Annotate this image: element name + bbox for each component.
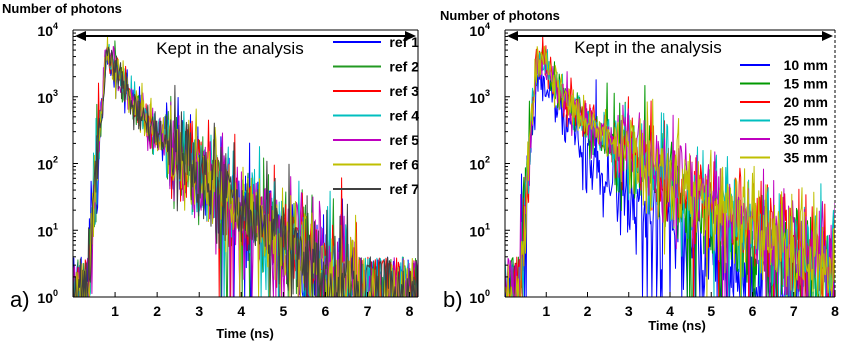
panel-a-xtick-label-0: 1 [111, 303, 119, 319]
panel-a-legend-label-6: ref 6 [389, 157, 419, 173]
panel-a-series-4 [73, 43, 418, 297]
panel-a-range-arrow-left-head [75, 31, 86, 41]
panel-b-xtick-label-4: 5 [707, 303, 715, 319]
panel-b-range-arrow-right-head [822, 31, 833, 41]
panel-a-ylabel: Number of photons [2, 1, 122, 16]
panel-a-legend-label-5: ref 5 [389, 132, 419, 148]
panel-b-annotation: Kept in the analysis [574, 38, 721, 57]
panel-a-xtick-label-2: 3 [195, 303, 203, 319]
panel-a-legend-label-4: ref 4 [389, 108, 419, 124]
panel-b-ytick-label-2: 102 [469, 155, 490, 173]
panel-b-label: b) [443, 287, 463, 312]
panel-b-legend-label-1: 10 mm [784, 57, 828, 73]
panel-a-legend-label-7: ref 7 [389, 181, 419, 197]
panel-b-xtick-label-7: 8 [831, 303, 839, 319]
panel-a-legend-label-1: ref 1 [389, 34, 419, 50]
panel-a-ytick-label-3: 103 [37, 88, 58, 106]
panel-b-legend-label-5: 30 mm [784, 131, 828, 147]
panel-a-annotation: Kept in the analysis [156, 39, 303, 58]
panel-b-xtick-label-3: 4 [666, 303, 674, 319]
panel-a-xtick-label-4: 5 [279, 303, 287, 319]
panel-b-xtick-label-1: 2 [584, 303, 592, 319]
panel-a-xtick-label-1: 2 [153, 303, 161, 319]
panel-a-xtick-label-6: 7 [364, 303, 372, 319]
axes-overlay: 100 101 102 103 104 1 2 3 4 5 6 7 8 ref 1 ref 2 ref 3 re… [37, 21, 839, 319]
panel-a-range-arrow-right-head [405, 31, 416, 41]
panel-b-ylabel: Number of photons [440, 8, 560, 23]
panel-b-ytick-label-0: 100 [469, 288, 490, 306]
panel-b-ytick-label-4: 104 [469, 21, 490, 39]
panel-a-ytick-label-2: 102 [37, 155, 58, 173]
panel-a-legend-label-2: ref 2 [389, 59, 419, 75]
panel-b-xlabel: Time (ns) [648, 318, 706, 333]
panel-a-legend-label-3: ref 3 [389, 83, 419, 99]
panel-a-ytick-label-4: 104 [37, 21, 58, 39]
panel-a-xtick-label-3: 4 [237, 303, 245, 319]
panel-b-legend-label-2: 15 mm [784, 76, 828, 92]
panel-a-series-7 [73, 46, 418, 297]
panel-b-ytick-label-1: 101 [469, 221, 490, 239]
panel-a-plot-area [73, 36, 418, 297]
panel-b-xtick-label-5: 6 [749, 303, 757, 319]
panel-a-ytick-label-1: 101 [37, 221, 58, 239]
panel-b-legend-label-4: 25 mm [784, 113, 828, 129]
panel-b-range-arrow-left-head [507, 31, 518, 41]
panel-b-legend-label-6: 35 mm [784, 150, 828, 166]
panel-a-xlabel: Time (ns) [216, 326, 274, 341]
panel-a-ytick-label-0: 100 [37, 288, 58, 306]
panel-b-legend-label-3: 20 mm [784, 94, 828, 110]
panel-b-ytick-label-3: 103 [469, 88, 490, 106]
panel-b-xtick-label-6: 7 [790, 303, 798, 319]
panel-b-xtick-label-0: 1 [542, 303, 550, 319]
panel-a-label: a) [10, 287, 30, 312]
panel-b-xtick-label-2: 3 [625, 303, 633, 319]
panel-a-xtick-label-5: 6 [322, 303, 330, 319]
panel-b-series-6 [505, 45, 835, 297]
panel-a-xtick-label-7: 8 [406, 303, 414, 319]
